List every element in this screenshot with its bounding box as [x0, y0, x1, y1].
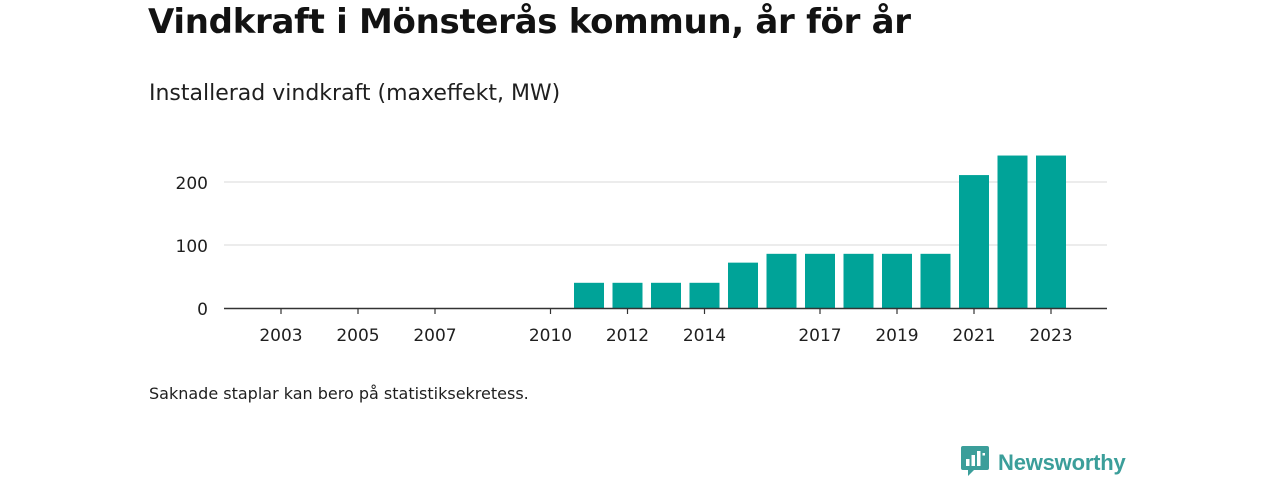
x-tick-label: 2010: [529, 326, 572, 346]
bar-chart: 0 100 200 2003 2005 2007 2010 2012 2014 2017 2019 2…: [176, 155, 1107, 346]
x-tick-label: 2019: [875, 326, 918, 346]
footnote: Saknade staplar kan bero på statistiksek…: [149, 384, 529, 403]
newsworthy-logo-icon: [960, 444, 990, 482]
x-tick-label: 2017: [798, 326, 841, 346]
bar-2015: [728, 262, 758, 308]
x-tick-label: 2014: [683, 326, 726, 346]
bar-2014: [689, 282, 720, 308]
bar-2018: [843, 253, 874, 308]
y-tick-label: 100: [176, 237, 208, 257]
brand-name: Newsworthy: [998, 450, 1126, 475]
bar-2021: [959, 175, 989, 308]
x-tick-label: 2007: [413, 326, 456, 346]
y-tick-label: 0: [197, 300, 208, 320]
chart-subtitle: Installerad vindkraft (maxeffekt, MW): [149, 81, 561, 106]
bar-2013: [651, 282, 681, 308]
x-tick-label: 2023: [1029, 326, 1072, 346]
y-tick-label: 200: [176, 174, 208, 194]
x-tick-label: 2003: [259, 326, 302, 346]
axes: 0 100 200 2003 2005 2007 2010 2012 2014 2017 2019 2…: [176, 174, 1107, 346]
bar-2020: [920, 253, 951, 308]
x-tick-label: 2012: [606, 326, 649, 346]
bars: [574, 155, 1066, 308]
chart-title: Vindkraft i Mönsterås kommun, år för år: [148, 2, 911, 42]
x-tick-label: 2021: [952, 326, 995, 346]
newsworthy-brand[interactable]: Newsworthy: [960, 446, 1126, 480]
bar-2019: [882, 253, 912, 308]
bar-2023: [1036, 155, 1066, 308]
bar-2012: [612, 282, 643, 308]
bar-2016: [766, 253, 797, 308]
bar-2022: [997, 155, 1028, 308]
bar-2017: [805, 253, 835, 308]
bar-2011: [574, 282, 604, 308]
x-tick-label: 2005: [336, 326, 379, 346]
